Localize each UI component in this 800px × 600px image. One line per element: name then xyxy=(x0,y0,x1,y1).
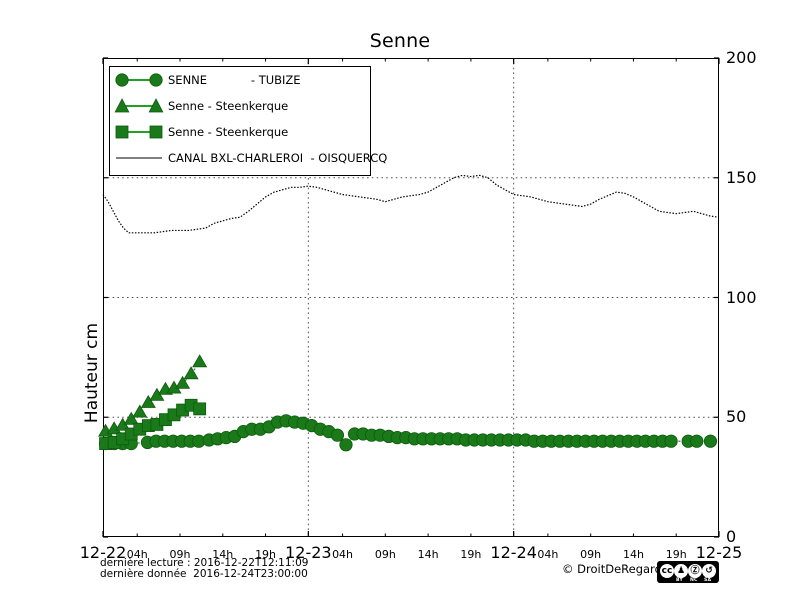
legend-label: Senne - Steenkerque xyxy=(168,99,289,113)
x-tick-label-major: 12-25 xyxy=(695,543,743,562)
cc-by-icon: ♟ xyxy=(674,564,688,578)
x-tick-label-minor: 09h xyxy=(580,548,602,561)
legend-label: Senne - Steenkerque xyxy=(168,125,289,139)
x-tick-label-major: 12-24 xyxy=(490,543,537,562)
legend-label: SENNE - TUBIZE xyxy=(168,73,301,87)
x-tick-label-minor: 14h xyxy=(212,548,234,561)
last-data-label: dernière donnée 2016-12-24T23:00:00 xyxy=(100,568,308,580)
y-tick-label: 100 xyxy=(726,287,757,307)
cc-by-text: BY xyxy=(676,578,683,583)
y-tick-label: 0 xyxy=(726,527,737,546)
cc-icon: cc xyxy=(660,564,674,578)
cc-nc-icon: Ⓩ xyxy=(688,564,702,578)
legend-marker-triangle-icon xyxy=(110,93,168,119)
legend-marker-line-icon xyxy=(110,145,168,171)
x-tick-label-minor: 19h xyxy=(255,548,277,561)
legend-item-senne-tubize[interactable]: SENNE - TUBIZE xyxy=(110,67,370,93)
x-tick-label-major: 12-22 xyxy=(79,543,127,562)
creative-commons-badge-icon[interactable]: cc ♟ Ⓩ ↺ BY NC SA xyxy=(657,561,719,583)
y-tick-label: 150 xyxy=(726,167,757,187)
footer-timestamps: dernière lecture : 2016-12-22T12:11:09 de… xyxy=(100,558,308,580)
x-tick-label-minor: 14h xyxy=(622,548,644,561)
page-title: Senne xyxy=(369,30,431,52)
legend-marker-circle-icon xyxy=(110,67,168,93)
cc-sa-text: SA xyxy=(704,578,712,583)
cc-sa-icon: ↺ xyxy=(702,564,716,578)
legend-label: CANAL BXL-CHARLEROI - OISQUERCQ xyxy=(168,151,388,165)
x-tick-label-minor: 04h xyxy=(126,548,148,561)
legend-item-steenkerque-triangle[interactable]: Senne - Steenkerque xyxy=(110,93,370,119)
x-tick-label-minor: 14h xyxy=(417,548,439,561)
y-tick-label: 200 xyxy=(726,48,757,67)
last-read-label: dernière lecture : 2016-12-22T12:11:09 xyxy=(100,557,309,569)
x-tick-label-minor: 09h xyxy=(374,548,396,561)
x-tick-label-minor: 04h xyxy=(537,548,559,561)
x-tick-label-minor: 19h xyxy=(665,548,687,561)
x-tick-label-minor: 09h xyxy=(169,548,191,561)
legend-marker-square-icon xyxy=(110,119,168,145)
copyright-label: © DroitDeRegard.be xyxy=(562,562,680,576)
x-tick-label-major: 12-23 xyxy=(285,543,332,562)
x-tick-label-minor: 19h xyxy=(460,548,482,561)
legend-item-canal-oisquercq[interactable]: CANAL BXL-CHARLEROI - OISQUERCQ xyxy=(110,145,387,171)
cc-nc-text: NC xyxy=(690,578,698,583)
legend-item-steenkerque-square[interactable]: Senne - Steenkerque xyxy=(110,119,370,145)
y-tick-label: 50 xyxy=(726,407,747,427)
legend: SENNE - TUBIZE Senne - Steenkerque Senne… xyxy=(109,66,387,176)
x-tick-label-minor: 04h xyxy=(332,548,354,561)
